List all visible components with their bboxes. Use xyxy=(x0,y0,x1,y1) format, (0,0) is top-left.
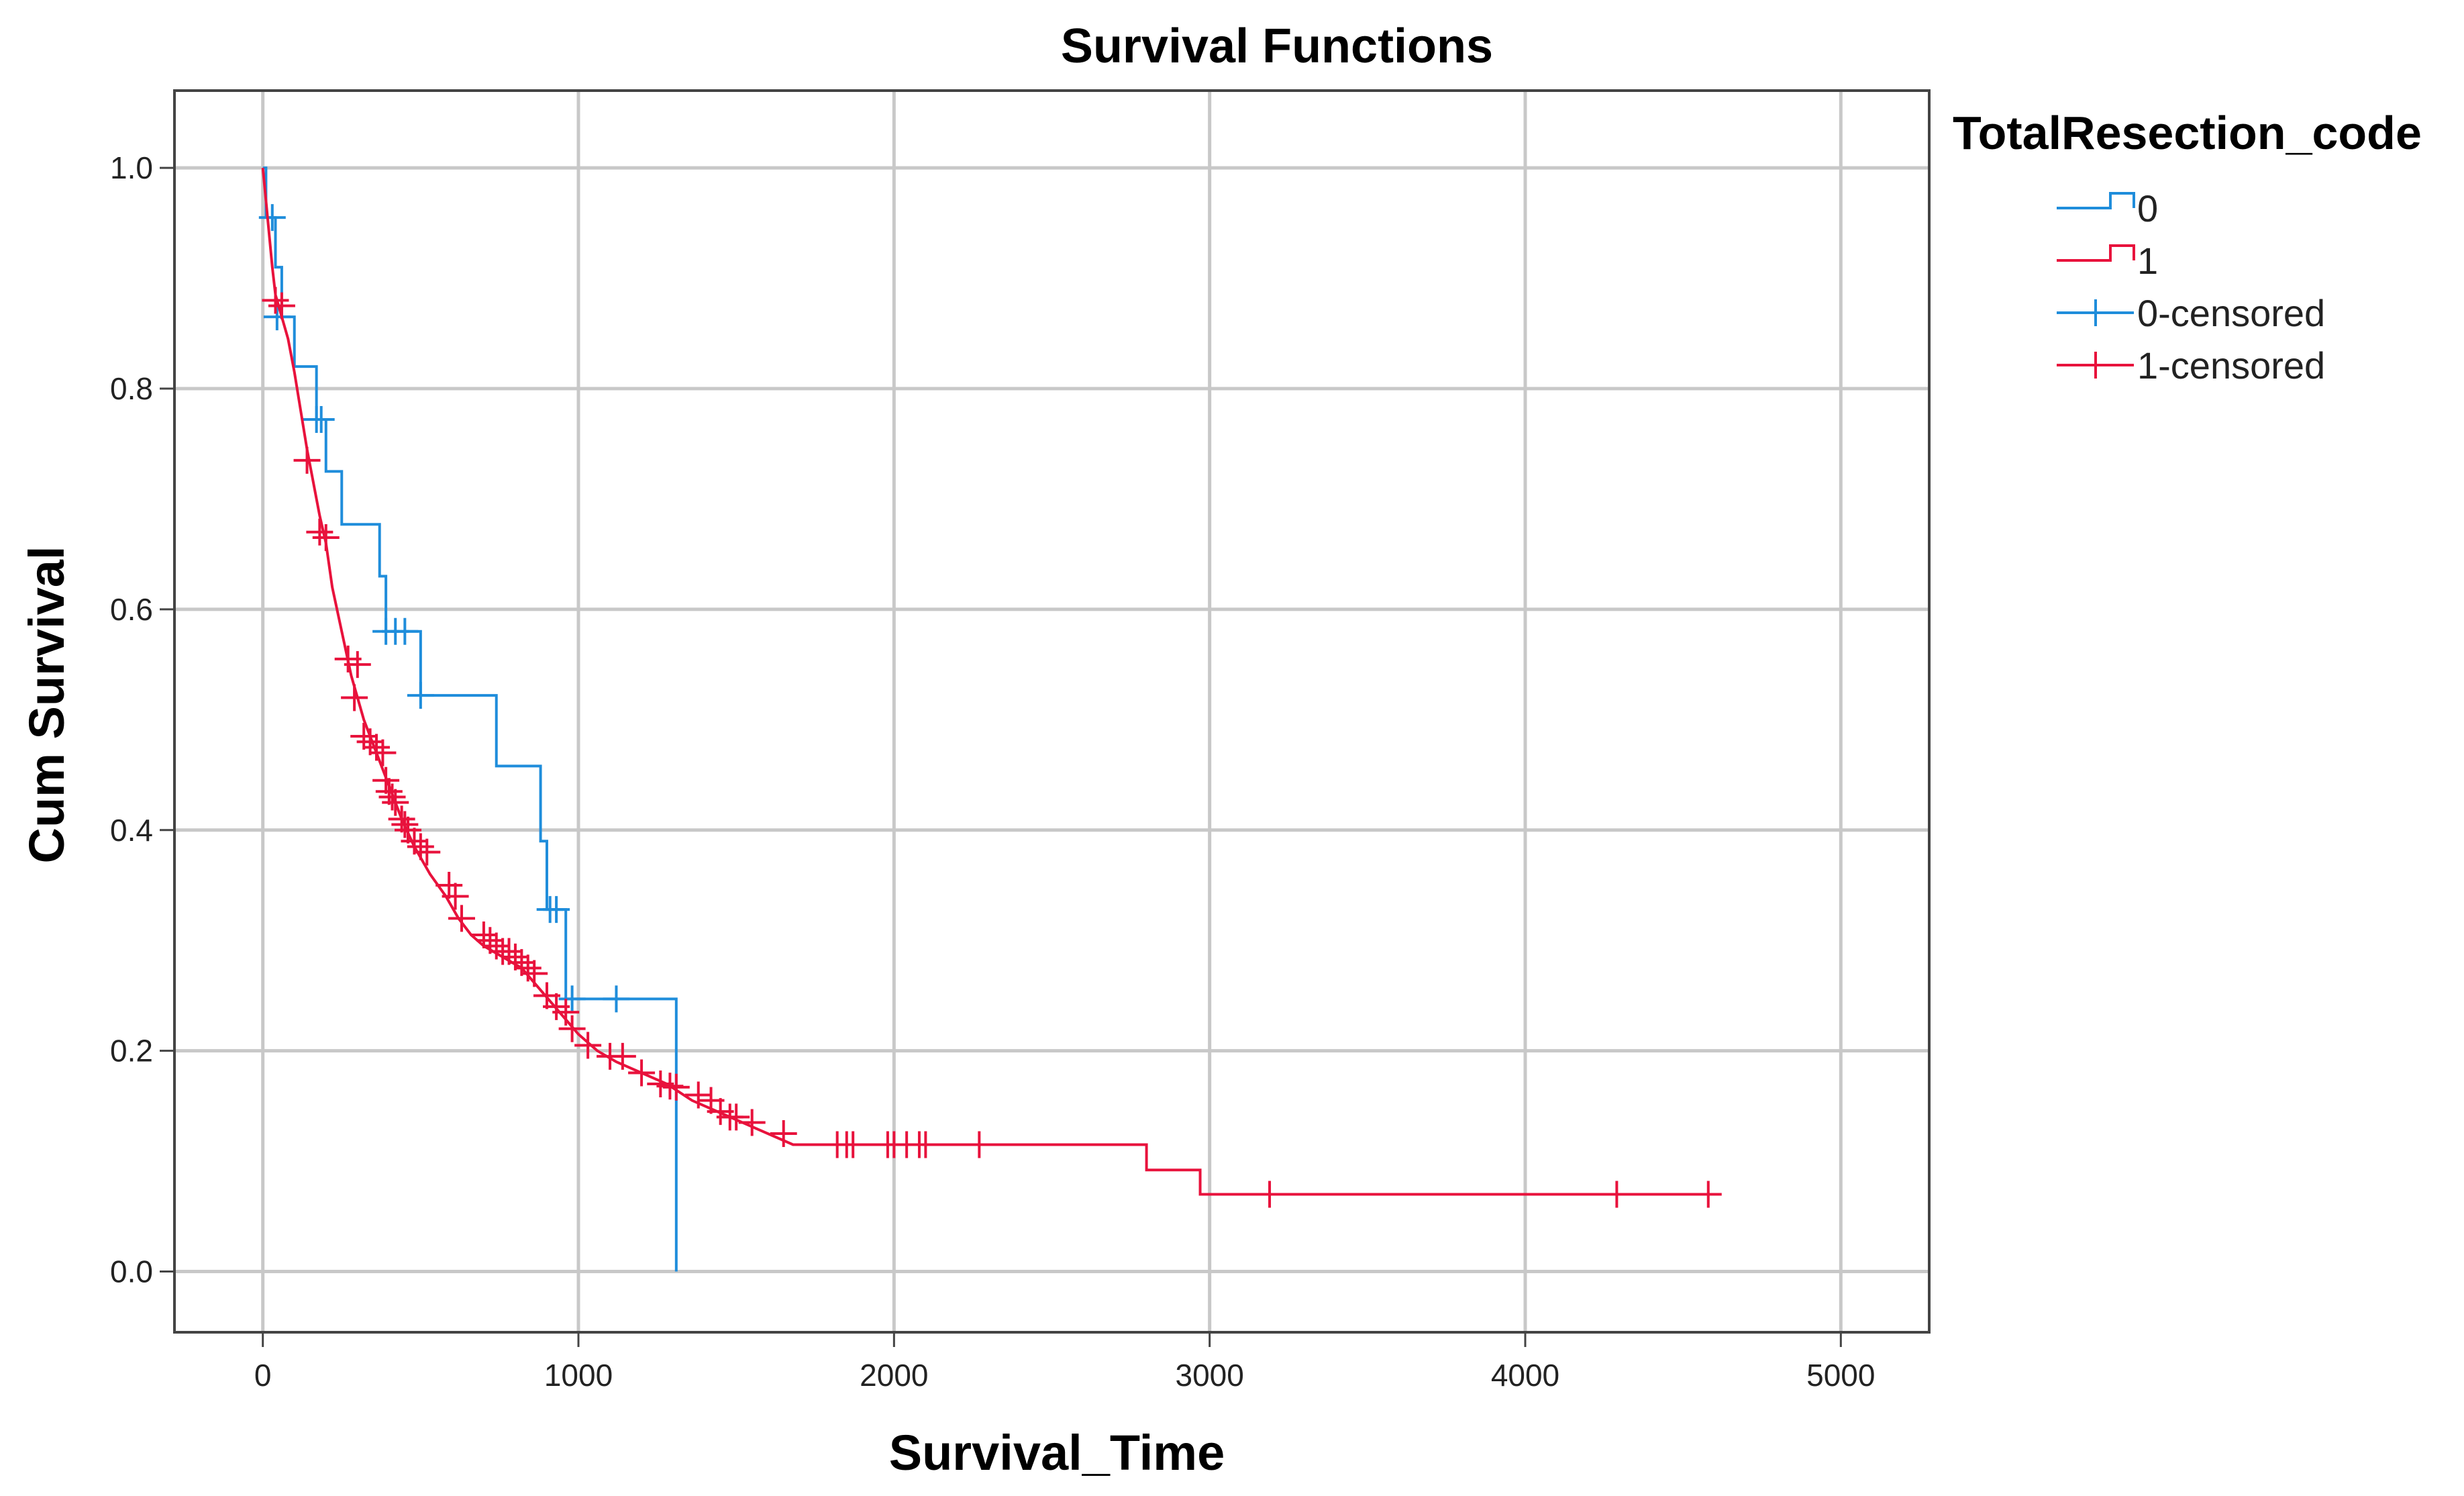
censor-mark-1 xyxy=(508,949,535,977)
y-tick-label: 0.2 xyxy=(110,1034,153,1068)
censor-mark-1 xyxy=(1694,1181,1722,1208)
censor-mark-1 xyxy=(738,1109,766,1136)
legend-item-1: 1 xyxy=(2057,240,2158,282)
censor-mark-1 xyxy=(378,783,406,811)
legend-item-0-censored: 0-censored xyxy=(2057,292,2325,334)
censor-mark-0 xyxy=(307,406,335,434)
censor-mark-1 xyxy=(514,954,542,982)
censor-mark-1 xyxy=(495,938,523,965)
y-tick-label: 0.0 xyxy=(110,1254,153,1289)
survival-line-1 xyxy=(261,167,1715,1196)
y-tick-label: 1.0 xyxy=(110,150,153,185)
plot-frame xyxy=(173,89,1931,1334)
series-layer xyxy=(258,166,1722,1272)
censor-mark-1 xyxy=(482,932,510,960)
censor-mark-1 xyxy=(552,999,580,1026)
censor-mark-1 xyxy=(391,811,419,838)
censor-mark-1 xyxy=(442,883,469,910)
censor-mark-1 xyxy=(372,766,400,794)
censor-mark-1 xyxy=(1603,1181,1631,1208)
chart-title: Survival Functions xyxy=(1061,19,1493,73)
censor-mark-1 xyxy=(521,960,548,987)
y-tick-label: 0.8 xyxy=(110,371,153,406)
censor-mark-1 xyxy=(382,789,409,816)
censor-mark-1 xyxy=(363,734,391,761)
x-tick-label: 5000 xyxy=(1806,1358,1875,1393)
censor-mark-1 xyxy=(448,905,475,932)
legend-swatch-line xyxy=(2057,244,2135,262)
censor-mark-0 xyxy=(407,682,434,709)
censor-mark-1 xyxy=(375,778,403,805)
censor-mark-1 xyxy=(966,1131,993,1158)
censor-mark-1 xyxy=(476,927,504,954)
legend-label: 0-censored xyxy=(2137,292,2325,334)
censor-mark-1 xyxy=(470,921,497,948)
censor-mark-0 xyxy=(391,617,419,645)
series-0 xyxy=(258,166,678,1272)
legend-item-1-censored: 1-censored xyxy=(2057,344,2325,387)
censor-mark-0 xyxy=(603,985,630,1013)
legend-title: TotalResection_code xyxy=(1953,107,2422,159)
y-tick-label: 0.6 xyxy=(110,592,153,627)
censor-mark-1 xyxy=(388,805,415,833)
censor-mark-1 xyxy=(350,723,378,750)
censor-mark-1 xyxy=(501,943,529,970)
censor-mark-0 xyxy=(263,303,291,331)
censor-mark-1 xyxy=(341,684,368,711)
plot-grid xyxy=(174,91,1929,1332)
censor-mark-1 xyxy=(723,1103,750,1131)
series-1 xyxy=(261,167,1722,1208)
legend-swatch-censor xyxy=(2082,299,2109,326)
censor-mark-1 xyxy=(628,1059,656,1087)
legend-label: 0 xyxy=(2137,187,2158,230)
survival-line-0 xyxy=(262,166,678,1272)
censor-mark-1 xyxy=(413,838,441,866)
censor-mark-1 xyxy=(1256,1181,1284,1208)
x-axis-label: Survival_Time xyxy=(889,1425,1225,1481)
x-tick-label: 1000 xyxy=(544,1358,613,1393)
censor-mark-1 xyxy=(558,1015,586,1042)
legend-item-0: 0 xyxy=(2057,187,2158,230)
censor-mark-1 xyxy=(268,292,295,319)
censor-mark-1 xyxy=(356,728,384,756)
censor-mark-1 xyxy=(839,1131,867,1158)
x-tick-label: 3000 xyxy=(1175,1358,1243,1393)
censor-mark-1 xyxy=(609,1042,636,1070)
x-tick-label: 0 xyxy=(254,1358,272,1393)
axis-ticks: 0 1000 2000 3000 4000 5000 0.0 0.2 0.4 0.6 0.8 1.0 xyxy=(110,150,1875,1393)
legend-swatch-censor xyxy=(2082,352,2109,379)
censor-mark-1 xyxy=(435,872,463,899)
censor-mark-1 xyxy=(395,816,422,844)
censor-mark-0 xyxy=(558,985,586,1013)
y-axis-label: Cum Survival xyxy=(19,546,74,864)
legend: TotalResection_code 0 1 0-censored 1-censor… xyxy=(1953,107,2422,387)
censor-mark-1 xyxy=(912,1131,939,1158)
legend-label: 1-censored xyxy=(2137,344,2325,387)
legend-swatch-line xyxy=(2057,192,2135,209)
censor-mark-1 xyxy=(401,828,428,855)
censor-mark-1 xyxy=(662,1073,690,1101)
censor-mark-1 xyxy=(684,1081,712,1109)
censor-mark-1 xyxy=(407,833,434,860)
censor-mark-1 xyxy=(770,1120,797,1147)
x-tick-label: 4000 xyxy=(1491,1358,1559,1393)
legend-label: 1 xyxy=(2137,240,2158,282)
censor-mark-1 xyxy=(344,651,371,679)
censor-mark-1 xyxy=(262,287,289,314)
x-tick-label: 2000 xyxy=(860,1358,928,1393)
censor-mark-0 xyxy=(258,204,286,232)
censor-mark-0 xyxy=(543,896,570,924)
censor-mark-1 xyxy=(312,524,340,551)
censor-mark-1 xyxy=(574,1032,602,1059)
censor-mark-1 xyxy=(369,739,397,766)
y-tick-label: 0.4 xyxy=(110,813,153,848)
censor-mark-1 xyxy=(293,446,321,474)
censor-mark-1 xyxy=(306,518,333,546)
